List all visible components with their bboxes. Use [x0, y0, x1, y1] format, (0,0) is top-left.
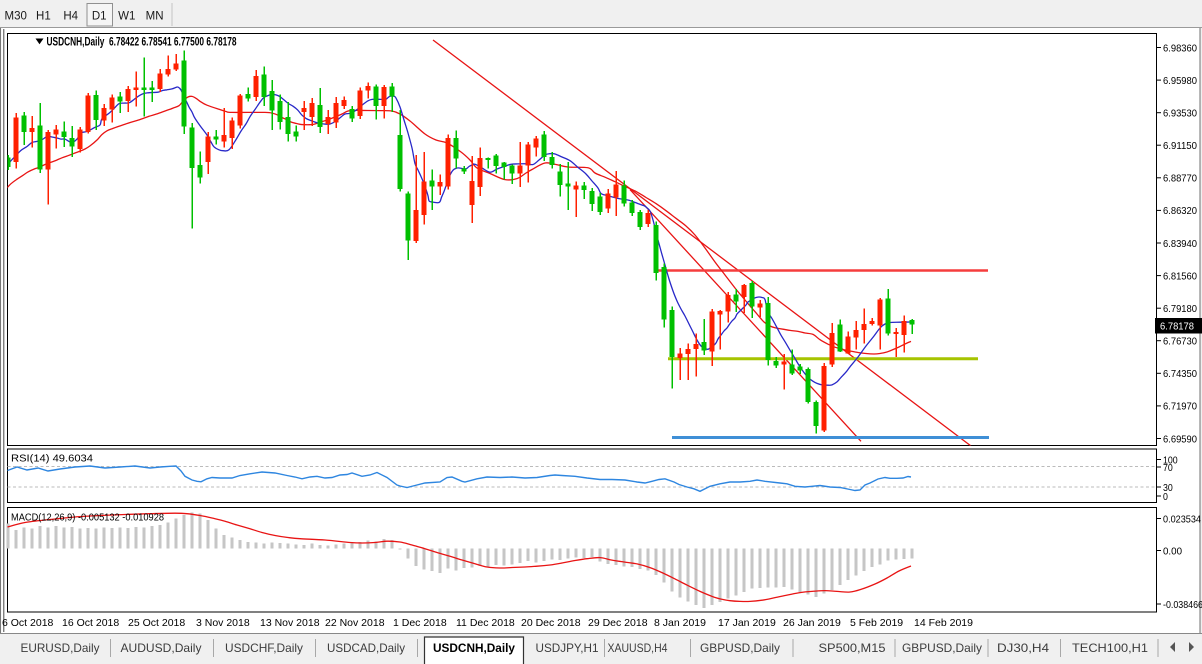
- svg-text:6.76730: 6.76730: [1163, 336, 1197, 348]
- svg-text:6.79180: 6.79180: [1163, 303, 1197, 315]
- svg-text:17 Jan 2019: 17 Jan 2019: [718, 617, 776, 629]
- svg-text:XAUUSD,H4: XAUUSD,H4: [608, 641, 668, 655]
- svg-text:6.74350: 6.74350: [1163, 368, 1197, 380]
- svg-text:RSI(14) 49.6034: RSI(14) 49.6034: [11, 453, 93, 465]
- svg-text:6.78178: 6.78178: [1160, 321, 1194, 333]
- svg-text:6.83940: 6.83940: [1163, 238, 1197, 250]
- svg-text:8 Jan 2019: 8 Jan 2019: [654, 617, 706, 629]
- svg-text:MACD(12,26,9) -0.005132 -0.010: MACD(12,26,9) -0.005132 -0.010928: [11, 512, 164, 524]
- svg-text:6.71970: 6.71970: [1163, 401, 1197, 413]
- svg-text:H4: H4: [63, 11, 78, 23]
- svg-text:6.69590: 6.69590: [1163, 433, 1197, 445]
- svg-text:70: 70: [1163, 462, 1173, 474]
- svg-text:0.023534: 0.023534: [1163, 513, 1201, 525]
- svg-text:25 Oct 2018: 25 Oct 2018: [128, 617, 185, 629]
- svg-text:6.81560: 6.81560: [1163, 270, 1197, 282]
- svg-text:11 Dec 2018: 11 Dec 2018: [456, 617, 515, 629]
- svg-text:AUDUSD,Daily: AUDUSD,Daily: [121, 641, 202, 655]
- svg-text:6.88770: 6.88770: [1163, 173, 1197, 185]
- svg-text:D1: D1: [92, 11, 107, 23]
- svg-text:6 Oct 2018: 6 Oct 2018: [2, 617, 54, 629]
- svg-text:100: 100: [1163, 454, 1178, 466]
- svg-text:0: 0: [1163, 491, 1168, 503]
- svg-text:TECH100,H1: TECH100,H1: [1072, 641, 1148, 655]
- svg-text:30: 30: [1163, 482, 1173, 494]
- svg-text:-0.038466: -0.038466: [1163, 599, 1202, 611]
- svg-text:DJ30,H4: DJ30,H4: [997, 641, 1049, 655]
- svg-text:6.98360: 6.98360: [1163, 42, 1197, 54]
- svg-text:SP500,M15: SP500,M15: [819, 641, 886, 655]
- svg-text:MN: MN: [146, 11, 164, 23]
- svg-text:H1: H1: [36, 11, 51, 23]
- svg-text:GBPUSD,Daily: GBPUSD,Daily: [902, 641, 982, 655]
- svg-text:USDCNH,Daily 6.78422 6.78541: USDCNH,Daily 6.78422 6.78541 6.77500 6.7…: [47, 37, 237, 49]
- svg-text:22 Nov 2018: 22 Nov 2018: [325, 617, 385, 629]
- svg-text:3 Nov 2018: 3 Nov 2018: [196, 617, 250, 629]
- svg-text:6.86320: 6.86320: [1163, 205, 1197, 217]
- svg-text:14 Feb 2019: 14 Feb 2019: [914, 617, 973, 629]
- svg-text:6.91150: 6.91150: [1163, 140, 1197, 152]
- svg-text:GBPUSD,Daily: GBPUSD,Daily: [700, 641, 780, 655]
- svg-text:USDCNH,Daily: USDCNH,Daily: [433, 641, 515, 655]
- svg-text:1 Dec 2018: 1 Dec 2018: [393, 617, 447, 629]
- svg-text:USDCHF,Daily: USDCHF,Daily: [225, 641, 303, 655]
- svg-text:5 Feb 2019: 5 Feb 2019: [850, 617, 903, 629]
- svg-text:W1: W1: [118, 11, 135, 23]
- svg-text:13 Nov 2018: 13 Nov 2018: [260, 617, 320, 629]
- svg-text:6.95980: 6.95980: [1163, 75, 1197, 87]
- svg-text:20 Dec 2018: 20 Dec 2018: [521, 617, 581, 629]
- svg-text:16 Oct 2018: 16 Oct 2018: [62, 617, 119, 629]
- svg-text:USDJPY,H1: USDJPY,H1: [536, 641, 599, 655]
- svg-text:USDCAD,Daily: USDCAD,Daily: [327, 641, 405, 655]
- svg-text:0.00: 0.00: [1163, 545, 1182, 557]
- svg-text:26 Jan 2019: 26 Jan 2019: [783, 617, 841, 629]
- svg-text:6.93530: 6.93530: [1163, 108, 1197, 120]
- svg-text:29 Dec 2018: 29 Dec 2018: [588, 617, 648, 629]
- svg-text:EURUSD,Daily: EURUSD,Daily: [21, 641, 100, 655]
- svg-text:M30: M30: [5, 11, 27, 23]
